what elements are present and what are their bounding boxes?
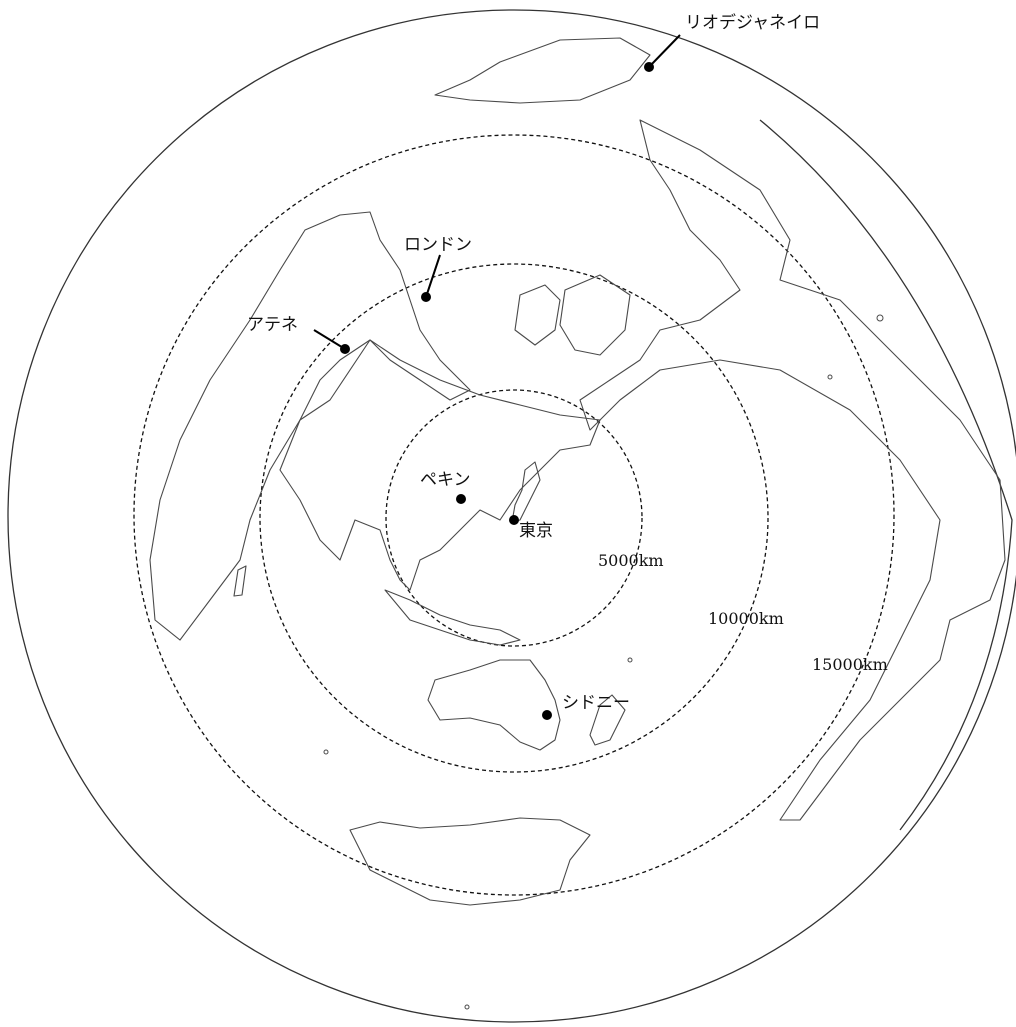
city-label: ペキン bbox=[420, 470, 471, 490]
new-zealand bbox=[589, 694, 626, 746]
south-america-arc bbox=[759, 119, 1013, 831]
leader-line bbox=[313, 329, 346, 350]
ring-15000km bbox=[133, 134, 895, 896]
city-sydney[interactable]: シドニー bbox=[542, 693, 630, 720]
island-a bbox=[827, 374, 833, 380]
ring-label-10000km: 10000km bbox=[708, 609, 784, 628]
ring-5000km bbox=[385, 389, 643, 647]
city-label: アテネ bbox=[247, 315, 298, 335]
city-label: ロンドン bbox=[404, 235, 472, 255]
japan bbox=[511, 461, 541, 523]
city-dot bbox=[644, 62, 654, 72]
ring-label-5000km: 5000km bbox=[598, 551, 664, 570]
city-label: シドニー bbox=[562, 693, 630, 713]
city-dot bbox=[456, 494, 466, 504]
africa-europe bbox=[149, 211, 471, 641]
south-america-top bbox=[434, 37, 651, 104]
city-dot bbox=[340, 344, 350, 354]
island-e bbox=[464, 1004, 470, 1010]
city-beijing[interactable]: ペキン bbox=[420, 470, 471, 504]
greenland bbox=[514, 284, 561, 346]
city-label: リオデジャネイロ bbox=[685, 12, 820, 33]
australia bbox=[427, 659, 561, 751]
ring-label-15000km: 15000km bbox=[812, 655, 888, 674]
ring-10000km bbox=[259, 263, 769, 773]
city-rio[interactable]: リオデジャネイロ bbox=[644, 12, 820, 72]
leader-line bbox=[425, 254, 441, 298]
southeast-asia-islands bbox=[384, 589, 521, 646]
city-london[interactable]: ロンドン bbox=[404, 235, 472, 302]
map-outer-edge bbox=[7, 9, 1016, 1023]
north-america bbox=[579, 119, 1006, 821]
arctic-islands bbox=[559, 274, 631, 356]
city-tokyo[interactable]: 東京 bbox=[509, 515, 553, 541]
madagascar bbox=[233, 565, 247, 597]
coastlines bbox=[149, 37, 1006, 1010]
leader-line bbox=[648, 34, 681, 68]
city-dot bbox=[421, 292, 431, 302]
city-dot bbox=[509, 515, 519, 525]
city-athens[interactable]: アテネ bbox=[247, 315, 350, 354]
island-c bbox=[627, 657, 633, 663]
city-label: 東京 bbox=[519, 521, 553, 541]
island-d bbox=[323, 749, 329, 755]
city-dot bbox=[542, 710, 552, 720]
asia bbox=[279, 339, 601, 591]
antarctica bbox=[349, 817, 591, 906]
island-b bbox=[876, 314, 884, 322]
